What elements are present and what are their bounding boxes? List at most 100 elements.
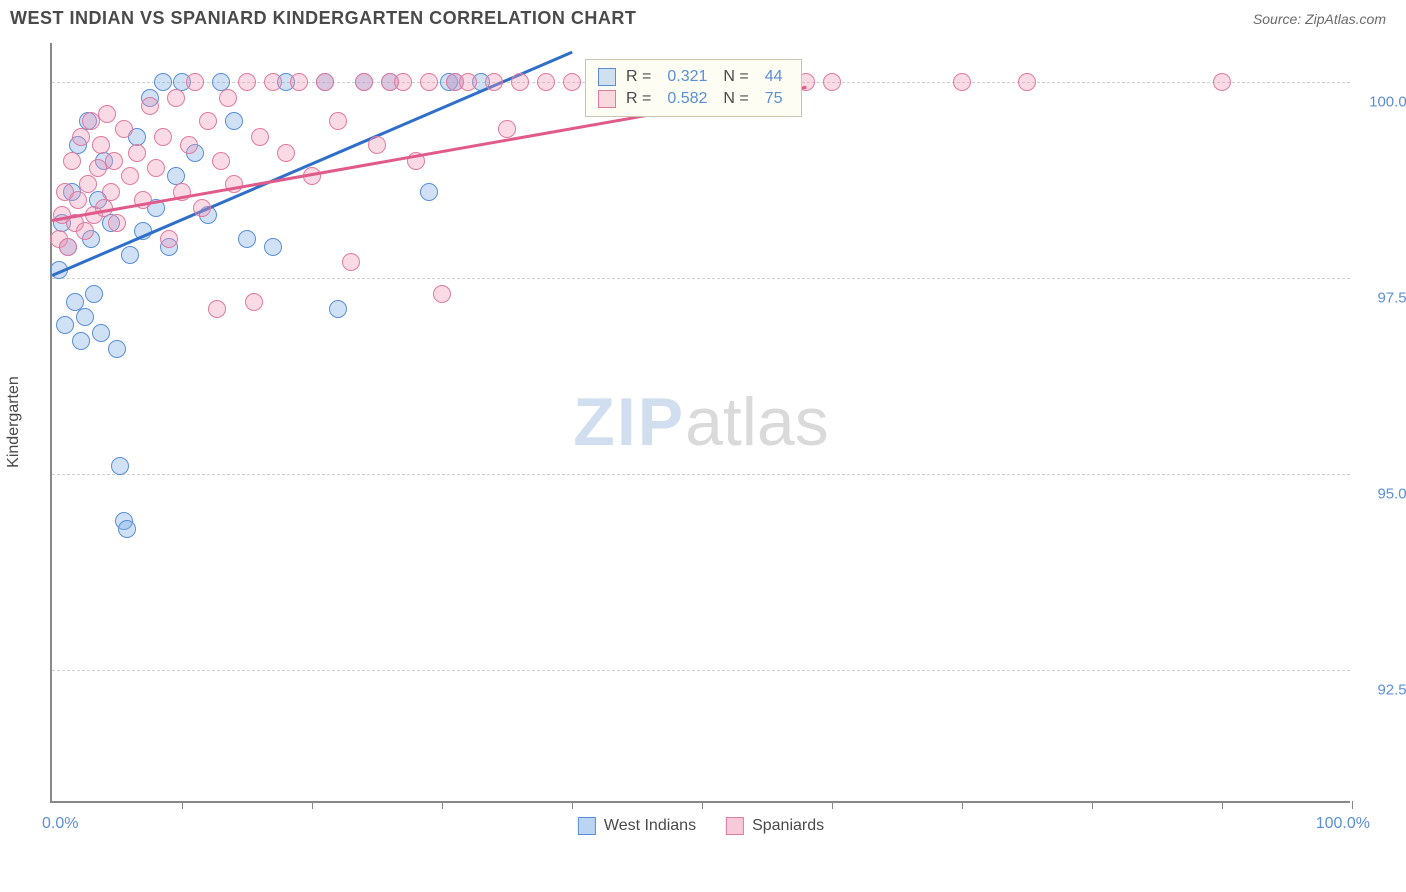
- data-point: [316, 73, 334, 91]
- data-point: [329, 300, 347, 318]
- chart-container: Kindergarten ZIPatlas 0.0% 100.0% West I…: [50, 43, 1370, 823]
- data-point: [59, 238, 77, 256]
- legend-item: West Indians: [578, 817, 696, 835]
- x-tick: [572, 801, 573, 809]
- legend-n-label: N =: [723, 68, 748, 86]
- x-tick: [832, 801, 833, 809]
- x-axis-max-label: 100.0%: [1316, 815, 1370, 833]
- data-point: [193, 199, 211, 217]
- legend-swatch: [578, 817, 596, 835]
- y-axis-label: Kindergarten: [5, 376, 23, 468]
- data-point: [251, 128, 269, 146]
- data-point: [511, 73, 529, 91]
- data-point: [342, 253, 360, 271]
- data-point: [154, 73, 172, 91]
- legend-r-value: 0.321: [667, 68, 707, 86]
- data-point: [212, 152, 230, 170]
- data-point: [264, 238, 282, 256]
- legend-r-label: R =: [626, 68, 651, 86]
- grid-line: [52, 474, 1350, 475]
- data-point: [56, 316, 74, 334]
- legend-swatch: [598, 68, 616, 86]
- data-point: [72, 332, 90, 350]
- data-point: [121, 246, 139, 264]
- x-tick: [442, 801, 443, 809]
- data-point: [264, 73, 282, 91]
- data-point: [121, 167, 139, 185]
- grid-line: [52, 278, 1350, 279]
- data-point: [141, 97, 159, 115]
- data-point: [277, 144, 295, 162]
- x-tick: [702, 801, 703, 809]
- y-tick-label: 100.0%: [1360, 94, 1406, 111]
- data-point: [355, 73, 373, 91]
- y-tick-label: 95.0%: [1360, 485, 1406, 502]
- legend-n-label: N =: [723, 90, 748, 108]
- data-point: [154, 128, 172, 146]
- data-point: [92, 136, 110, 154]
- data-point: [1018, 73, 1036, 91]
- y-tick-label: 97.5%: [1360, 290, 1406, 307]
- x-axis-min-label: 0.0%: [42, 815, 78, 833]
- data-point: [238, 230, 256, 248]
- legend-n-value: 44: [765, 68, 783, 86]
- data-point: [823, 73, 841, 91]
- data-point: [76, 308, 94, 326]
- data-point: [111, 457, 129, 475]
- data-point: [563, 73, 581, 91]
- data-point: [245, 293, 263, 311]
- legend-r-label: R =: [626, 90, 651, 108]
- data-point: [118, 520, 136, 538]
- legend-label: Spaniards: [752, 817, 824, 835]
- data-point: [108, 214, 126, 232]
- x-tick: [182, 801, 183, 809]
- bottom-legend: West Indians Spaniards: [578, 817, 824, 835]
- x-tick: [1222, 801, 1223, 809]
- watermark: ZIPatlas: [573, 383, 828, 461]
- data-point: [953, 73, 971, 91]
- data-point: [160, 230, 178, 248]
- data-point: [420, 183, 438, 201]
- data-point: [199, 112, 217, 130]
- data-point: [208, 300, 226, 318]
- legend-row: R = 0.582 N = 75: [598, 88, 789, 110]
- data-point: [105, 152, 123, 170]
- legend-item: Spaniards: [726, 817, 824, 835]
- data-point: [115, 120, 133, 138]
- data-point: [459, 73, 477, 91]
- data-point: [238, 73, 256, 91]
- data-point: [79, 175, 97, 193]
- x-tick: [312, 801, 313, 809]
- data-point: [485, 73, 503, 91]
- grid-line: [52, 670, 1350, 671]
- data-point: [72, 128, 90, 146]
- legend-label: West Indians: [604, 817, 696, 835]
- data-point: [180, 136, 198, 154]
- source-attribution: Source: ZipAtlas.com: [1253, 11, 1386, 27]
- y-tick-label: 92.5%: [1360, 681, 1406, 698]
- data-point: [167, 89, 185, 107]
- data-point: [329, 112, 347, 130]
- data-point: [85, 285, 103, 303]
- data-point: [69, 191, 87, 209]
- data-point: [63, 152, 81, 170]
- correlation-legend: R = 0.321 N = 44 R = 0.582 N = 75: [585, 59, 802, 117]
- data-point: [394, 73, 412, 91]
- x-tick: [1092, 801, 1093, 809]
- data-point: [89, 159, 107, 177]
- legend-n-value: 75: [765, 90, 783, 108]
- watermark-zip: ZIP: [573, 384, 685, 460]
- legend-r-value: 0.582: [667, 90, 707, 108]
- data-point: [98, 105, 116, 123]
- legend-swatch: [598, 90, 616, 108]
- data-point: [128, 144, 146, 162]
- data-point: [108, 340, 126, 358]
- data-point: [537, 73, 555, 91]
- data-point: [1213, 73, 1231, 91]
- legend-row: R = 0.321 N = 44: [598, 66, 789, 88]
- data-point: [92, 324, 110, 342]
- data-point: [368, 136, 386, 154]
- data-point: [290, 73, 308, 91]
- data-point: [186, 73, 204, 91]
- data-point: [219, 89, 237, 107]
